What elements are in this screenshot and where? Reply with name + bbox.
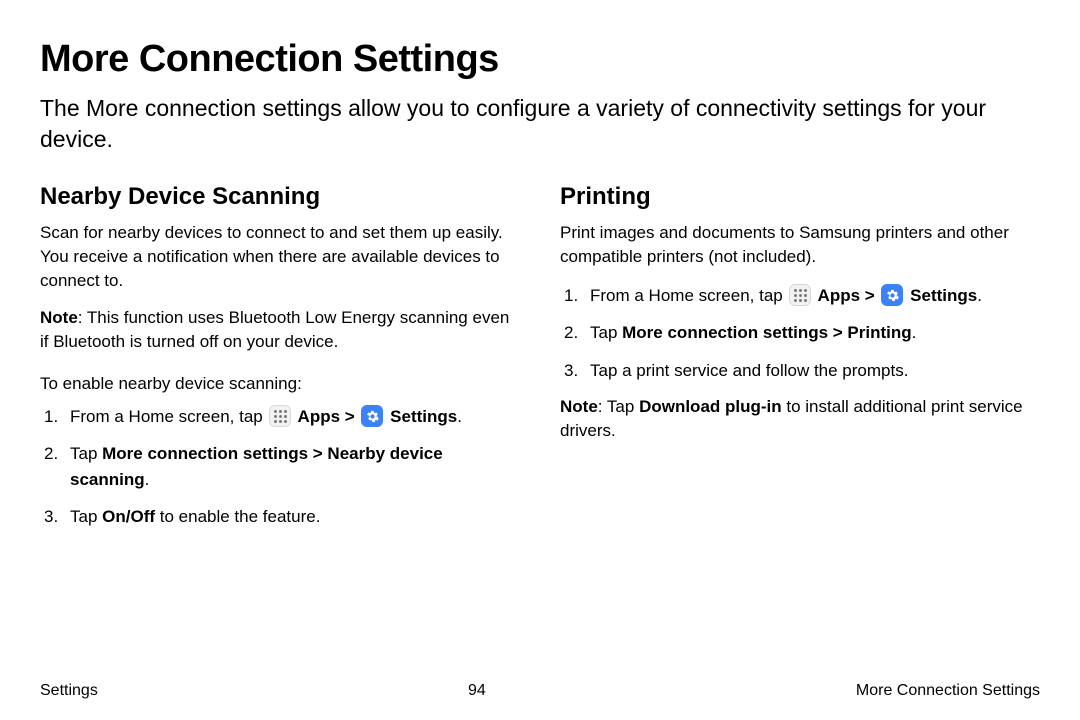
step-item: Tap More connection settings > Nearby de…	[40, 441, 520, 492]
apps-icon	[269, 405, 291, 427]
apps-label: Apps	[293, 407, 340, 426]
intro-paragraph: The More connection settings allow you t…	[40, 93, 1040, 155]
apps-label: Apps	[813, 286, 860, 305]
settings-icon	[361, 405, 383, 427]
note-text: : This function uses Bluetooth Low Energ…	[40, 308, 509, 351]
step-bold: More connection settings > Nearby device…	[70, 444, 443, 489]
step-item: Tap More connection settings > Printing.	[560, 320, 1040, 346]
separator: >	[860, 286, 879, 305]
page-title: More Connection Settings	[40, 38, 1040, 81]
step-end: .	[912, 323, 917, 342]
step-text: From a Home screen, tap	[70, 407, 267, 426]
printing-steps: From a Home screen, tap Apps > Settings.…	[560, 283, 1040, 384]
step-bold: More connection settings > Printing	[622, 323, 912, 342]
printing-description: Print images and documents to Samsung pr…	[560, 221, 1040, 269]
step-end: .	[145, 470, 150, 489]
step-item: From a Home screen, tap Apps > Settings.	[40, 404, 520, 430]
nearby-scanning-note: Note: This function uses Bluetooth Low E…	[40, 306, 520, 354]
step-item: From a Home screen, tap Apps > Settings.	[560, 283, 1040, 309]
nearby-scanning-heading: Nearby Device Scanning	[40, 183, 520, 211]
step-text: Tap	[70, 507, 102, 526]
step-item: Tap a print service and follow the promp…	[560, 358, 1040, 384]
step-item: Tap On/Off to enable the feature.	[40, 504, 520, 530]
nearby-scanning-description: Scan for nearby devices to connect to an…	[40, 221, 520, 292]
nearby-scanning-steps: From a Home screen, tap Apps > Settings.…	[40, 404, 520, 530]
separator: >	[340, 407, 359, 426]
settings-label: Settings	[385, 407, 457, 426]
footer-page-number: 94	[468, 682, 486, 700]
step-text: From a Home screen, tap	[590, 286, 787, 305]
printing-heading: Printing	[560, 183, 1040, 211]
note-label: Note	[560, 397, 598, 416]
printing-note: Note: Tap Download plug-in to install ad…	[560, 395, 1040, 443]
page-footer: Settings 94 More Connection Settings	[40, 682, 1040, 700]
right-column: Printing Print images and documents to S…	[560, 183, 1040, 542]
settings-icon	[881, 284, 903, 306]
footer-right: More Connection Settings	[856, 682, 1040, 700]
step-text: Tap	[70, 444, 102, 463]
apps-icon	[789, 284, 811, 306]
step-end: .	[457, 407, 462, 426]
step-end: to enable the feature.	[155, 507, 320, 526]
step-text: Tap	[590, 323, 622, 342]
step-end: .	[977, 286, 982, 305]
note-label: Note	[40, 308, 78, 327]
note-text: : Tap	[598, 397, 639, 416]
settings-label: Settings	[905, 286, 977, 305]
two-column-layout: Nearby Device Scanning Scan for nearby d…	[40, 183, 1040, 542]
note-bold: Download plug-in	[639, 397, 782, 416]
left-column: Nearby Device Scanning Scan for nearby d…	[40, 183, 520, 542]
footer-left: Settings	[40, 682, 98, 700]
nearby-scanning-lead: To enable nearby device scanning:	[40, 372, 520, 396]
step-bold: On/Off	[102, 507, 155, 526]
